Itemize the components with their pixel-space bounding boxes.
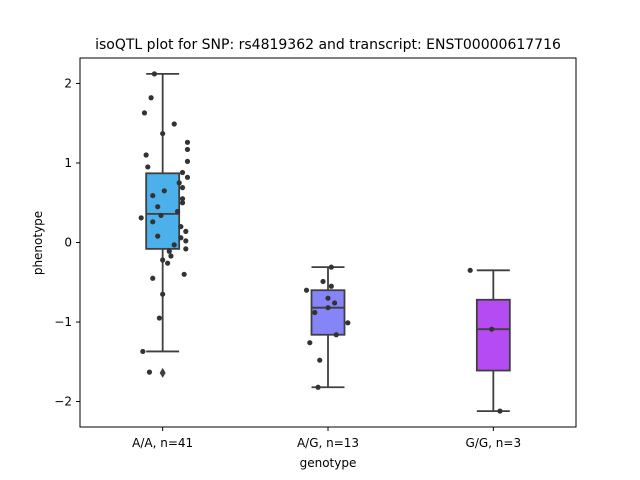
data-point xyxy=(317,357,323,363)
boxes-layer xyxy=(145,73,511,412)
data-point xyxy=(178,223,184,230)
data-point xyxy=(184,139,191,145)
outlier-marker xyxy=(159,367,166,378)
y-tick-label: 1 xyxy=(64,156,72,170)
data-point xyxy=(312,309,318,316)
data-point xyxy=(138,215,144,221)
data-point xyxy=(160,130,166,137)
data-point xyxy=(176,180,182,186)
data-point xyxy=(160,291,166,297)
data-point xyxy=(183,238,189,244)
data-point xyxy=(178,235,184,241)
data-point xyxy=(489,326,495,332)
x-tick-label: A/G, n=13 xyxy=(297,436,359,450)
data-point xyxy=(155,204,161,210)
data-point xyxy=(141,110,148,116)
box-group xyxy=(475,269,511,412)
data-point xyxy=(328,283,334,289)
data-point xyxy=(328,264,334,270)
data-point xyxy=(315,384,321,390)
data-point xyxy=(307,340,313,346)
data-point xyxy=(165,260,171,266)
data-point xyxy=(171,121,177,127)
data-point xyxy=(181,271,187,277)
box-group xyxy=(145,73,181,378)
data-point xyxy=(467,267,473,273)
data-point xyxy=(168,253,174,259)
data-point xyxy=(325,295,331,301)
data-point xyxy=(158,212,164,219)
y-tick-label: 0 xyxy=(64,236,72,250)
box-group xyxy=(310,266,346,389)
x-tick-label: G/G, n=3 xyxy=(466,436,522,450)
x-tick-label: A/A, n=41 xyxy=(132,436,193,450)
data-point xyxy=(183,228,189,234)
data-point xyxy=(497,408,503,414)
y-tick-label: −2 xyxy=(54,395,72,409)
data-point xyxy=(145,164,151,170)
data-point xyxy=(333,332,339,338)
data-point xyxy=(325,305,331,311)
data-point xyxy=(179,185,186,191)
data-point xyxy=(179,196,186,202)
x-axis-label: genotype xyxy=(300,456,357,470)
data-point xyxy=(303,287,310,293)
data-point xyxy=(151,71,157,77)
data-point xyxy=(183,246,189,252)
y-axis: −2 −1 0 1 2 xyxy=(54,76,80,409)
y-tick-label: 2 xyxy=(64,76,72,90)
data-point xyxy=(179,200,186,206)
data-point xyxy=(140,348,146,355)
data-point xyxy=(184,174,191,180)
chart-title: isoQTL plot for SNP: rs4819362 and trans… xyxy=(95,37,561,53)
data-point xyxy=(160,257,166,263)
data-point xyxy=(179,169,186,176)
y-tick-label: −1 xyxy=(54,315,72,329)
data-point xyxy=(161,188,167,194)
data-point xyxy=(150,192,156,199)
data-point xyxy=(184,158,191,164)
data-point xyxy=(184,146,191,153)
box-iqr xyxy=(475,298,511,372)
box-iqr xyxy=(145,172,181,250)
data-point xyxy=(150,275,156,281)
data-point xyxy=(332,300,338,306)
data-point xyxy=(174,208,181,215)
data-point xyxy=(156,315,162,321)
data-point xyxy=(166,248,172,254)
data-point xyxy=(150,219,156,225)
points-layer xyxy=(138,71,503,414)
data-point xyxy=(148,95,154,101)
y-axis-label: phenotype xyxy=(31,211,45,275)
data-point xyxy=(171,242,177,248)
data-point xyxy=(345,320,351,326)
data-point xyxy=(320,278,326,285)
x-axis: A/A, n=41 A/G, n=13 G/G, n=3 xyxy=(132,427,521,450)
data-point xyxy=(155,233,161,239)
data-point xyxy=(146,369,153,375)
data-point xyxy=(143,152,149,158)
